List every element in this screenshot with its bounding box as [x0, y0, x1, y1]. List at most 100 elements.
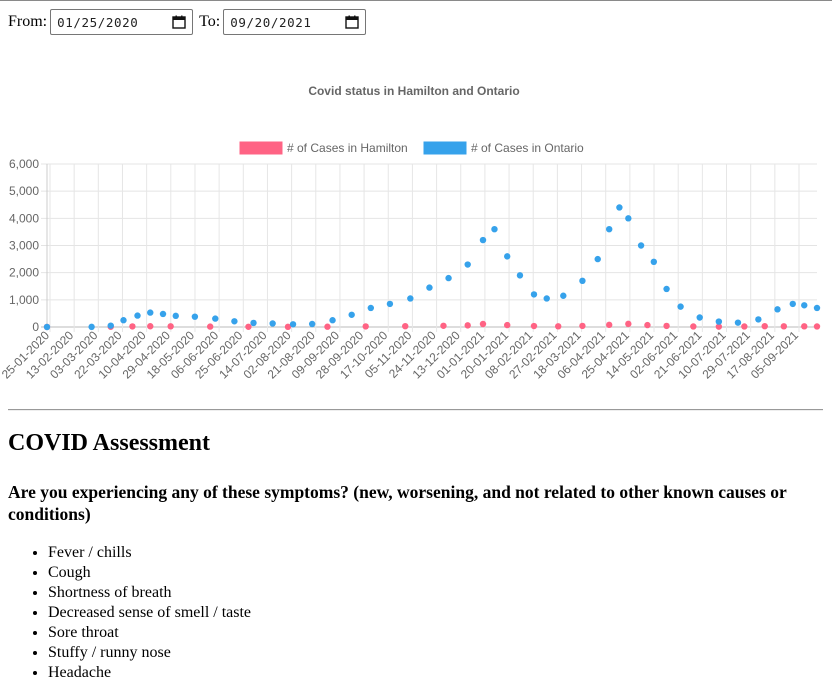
to-date-value: 09/20/2021 — [230, 14, 312, 30]
series-0-points — [43, 320, 821, 331]
symptom-item: Cough — [48, 563, 251, 583]
data-point — [426, 284, 433, 291]
y-tick-label: 0 — [32, 320, 39, 334]
data-point — [734, 319, 742, 326]
symptom-item: Sore throat — [48, 623, 251, 643]
calendar-icon[interactable] — [345, 15, 359, 29]
to-label: To: — [199, 13, 221, 30]
symptom-list: Fever / chillsCoughShortness of breathDe… — [8, 543, 251, 683]
data-point — [663, 322, 670, 330]
data-point — [644, 321, 651, 329]
data-point — [479, 236, 487, 244]
data-point — [606, 226, 613, 233]
data-point — [147, 309, 154, 316]
symptom-item: Shortness of breath — [48, 583, 251, 603]
data-point — [386, 300, 394, 308]
data-point — [594, 255, 601, 263]
data-point — [663, 285, 670, 293]
data-point — [464, 261, 471, 268]
data-point — [755, 316, 762, 323]
data-point — [715, 318, 723, 325]
data-point — [445, 274, 452, 282]
from-date-value: 01/25/2020 — [57, 14, 139, 30]
legend-swatch — [239, 141, 283, 155]
chart-svg: Covid status in Hamilton and Ontario # of… — [0, 84, 821, 382]
data-point — [761, 322, 768, 330]
data-point — [774, 306, 781, 313]
data-point — [579, 322, 586, 330]
data-point — [616, 204, 623, 211]
data-point — [813, 323, 821, 330]
y-tick-label: 1,000 — [9, 293, 39, 307]
legend-swatch — [423, 141, 467, 155]
data-point — [560, 292, 567, 299]
symptom-item: Stuffy / runny nose — [48, 643, 251, 663]
data-point — [367, 304, 375, 312]
data-point — [789, 300, 796, 308]
data-point — [212, 315, 219, 322]
data-point — [120, 317, 127, 324]
data-point — [191, 313, 199, 320]
data-point — [402, 322, 409, 330]
section-divider — [8, 409, 823, 411]
data-point — [308, 320, 316, 328]
data-point — [530, 291, 538, 298]
legend-label: # of Cases in Ontario — [471, 141, 584, 155]
data-point — [530, 322, 538, 330]
data-point — [231, 318, 238, 325]
data-point — [250, 319, 257, 327]
data-point — [284, 323, 292, 331]
data-point — [362, 323, 369, 330]
data-point — [741, 323, 748, 330]
y-tick-label: 2,000 — [9, 266, 39, 280]
series-1-points — [43, 204, 821, 331]
data-point — [43, 323, 51, 331]
data-point — [715, 323, 723, 330]
symptom-item: Headache — [48, 663, 251, 683]
date-filter-row: From: 01/25/2020 To: 09/20/2021 — [8, 9, 372, 35]
data-point — [245, 323, 252, 330]
chart-title: Covid status in Hamilton and Ontario — [308, 84, 519, 98]
data-point — [324, 323, 331, 330]
legend-label: # of Cases in Hamilton — [287, 141, 408, 155]
data-point — [690, 323, 697, 330]
data-point — [206, 323, 214, 330]
data-point — [329, 317, 336, 324]
data-point — [543, 295, 550, 302]
from-label: From: — [8, 13, 48, 30]
data-point — [107, 322, 114, 329]
data-point — [147, 323, 154, 330]
symptom-question: Are you experiencing any of these sympto… — [8, 482, 787, 524]
calendar-icon[interactable] — [172, 15, 186, 29]
covid-chart: Covid status in Hamilton and Ontario # of… — [0, 60, 832, 410]
data-point — [289, 321, 297, 328]
data-point — [625, 320, 632, 328]
to-date-input[interactable]: 09/20/2021 — [223, 9, 367, 35]
data-point — [516, 272, 524, 279]
data-point — [555, 323, 562, 330]
data-point — [167, 323, 174, 330]
data-point — [637, 242, 645, 249]
data-point — [801, 302, 808, 309]
data-point — [801, 323, 808, 330]
data-point — [504, 253, 511, 260]
y-tick-label: 3,000 — [9, 239, 39, 253]
data-point — [269, 320, 276, 327]
symptom-item: Fever / chills — [48, 543, 251, 563]
y-tick-label: 4,000 — [9, 211, 39, 225]
data-point — [172, 312, 179, 320]
data-point — [348, 311, 355, 318]
from-date-input[interactable]: 01/25/2020 — [50, 9, 194, 35]
y-tick-label: 5,000 — [9, 184, 39, 198]
y-tick-label: 6,000 — [9, 157, 39, 171]
top-border — [0, 0, 832, 1]
data-point — [625, 215, 632, 222]
data-point — [407, 295, 414, 302]
symptom-item: Decreased sense of smell / taste — [48, 603, 251, 623]
data-point — [650, 258, 658, 265]
data-point — [88, 323, 95, 331]
data-point — [813, 304, 821, 312]
data-point — [504, 321, 511, 329]
data-point — [677, 303, 684, 310]
data-point — [440, 322, 447, 329]
